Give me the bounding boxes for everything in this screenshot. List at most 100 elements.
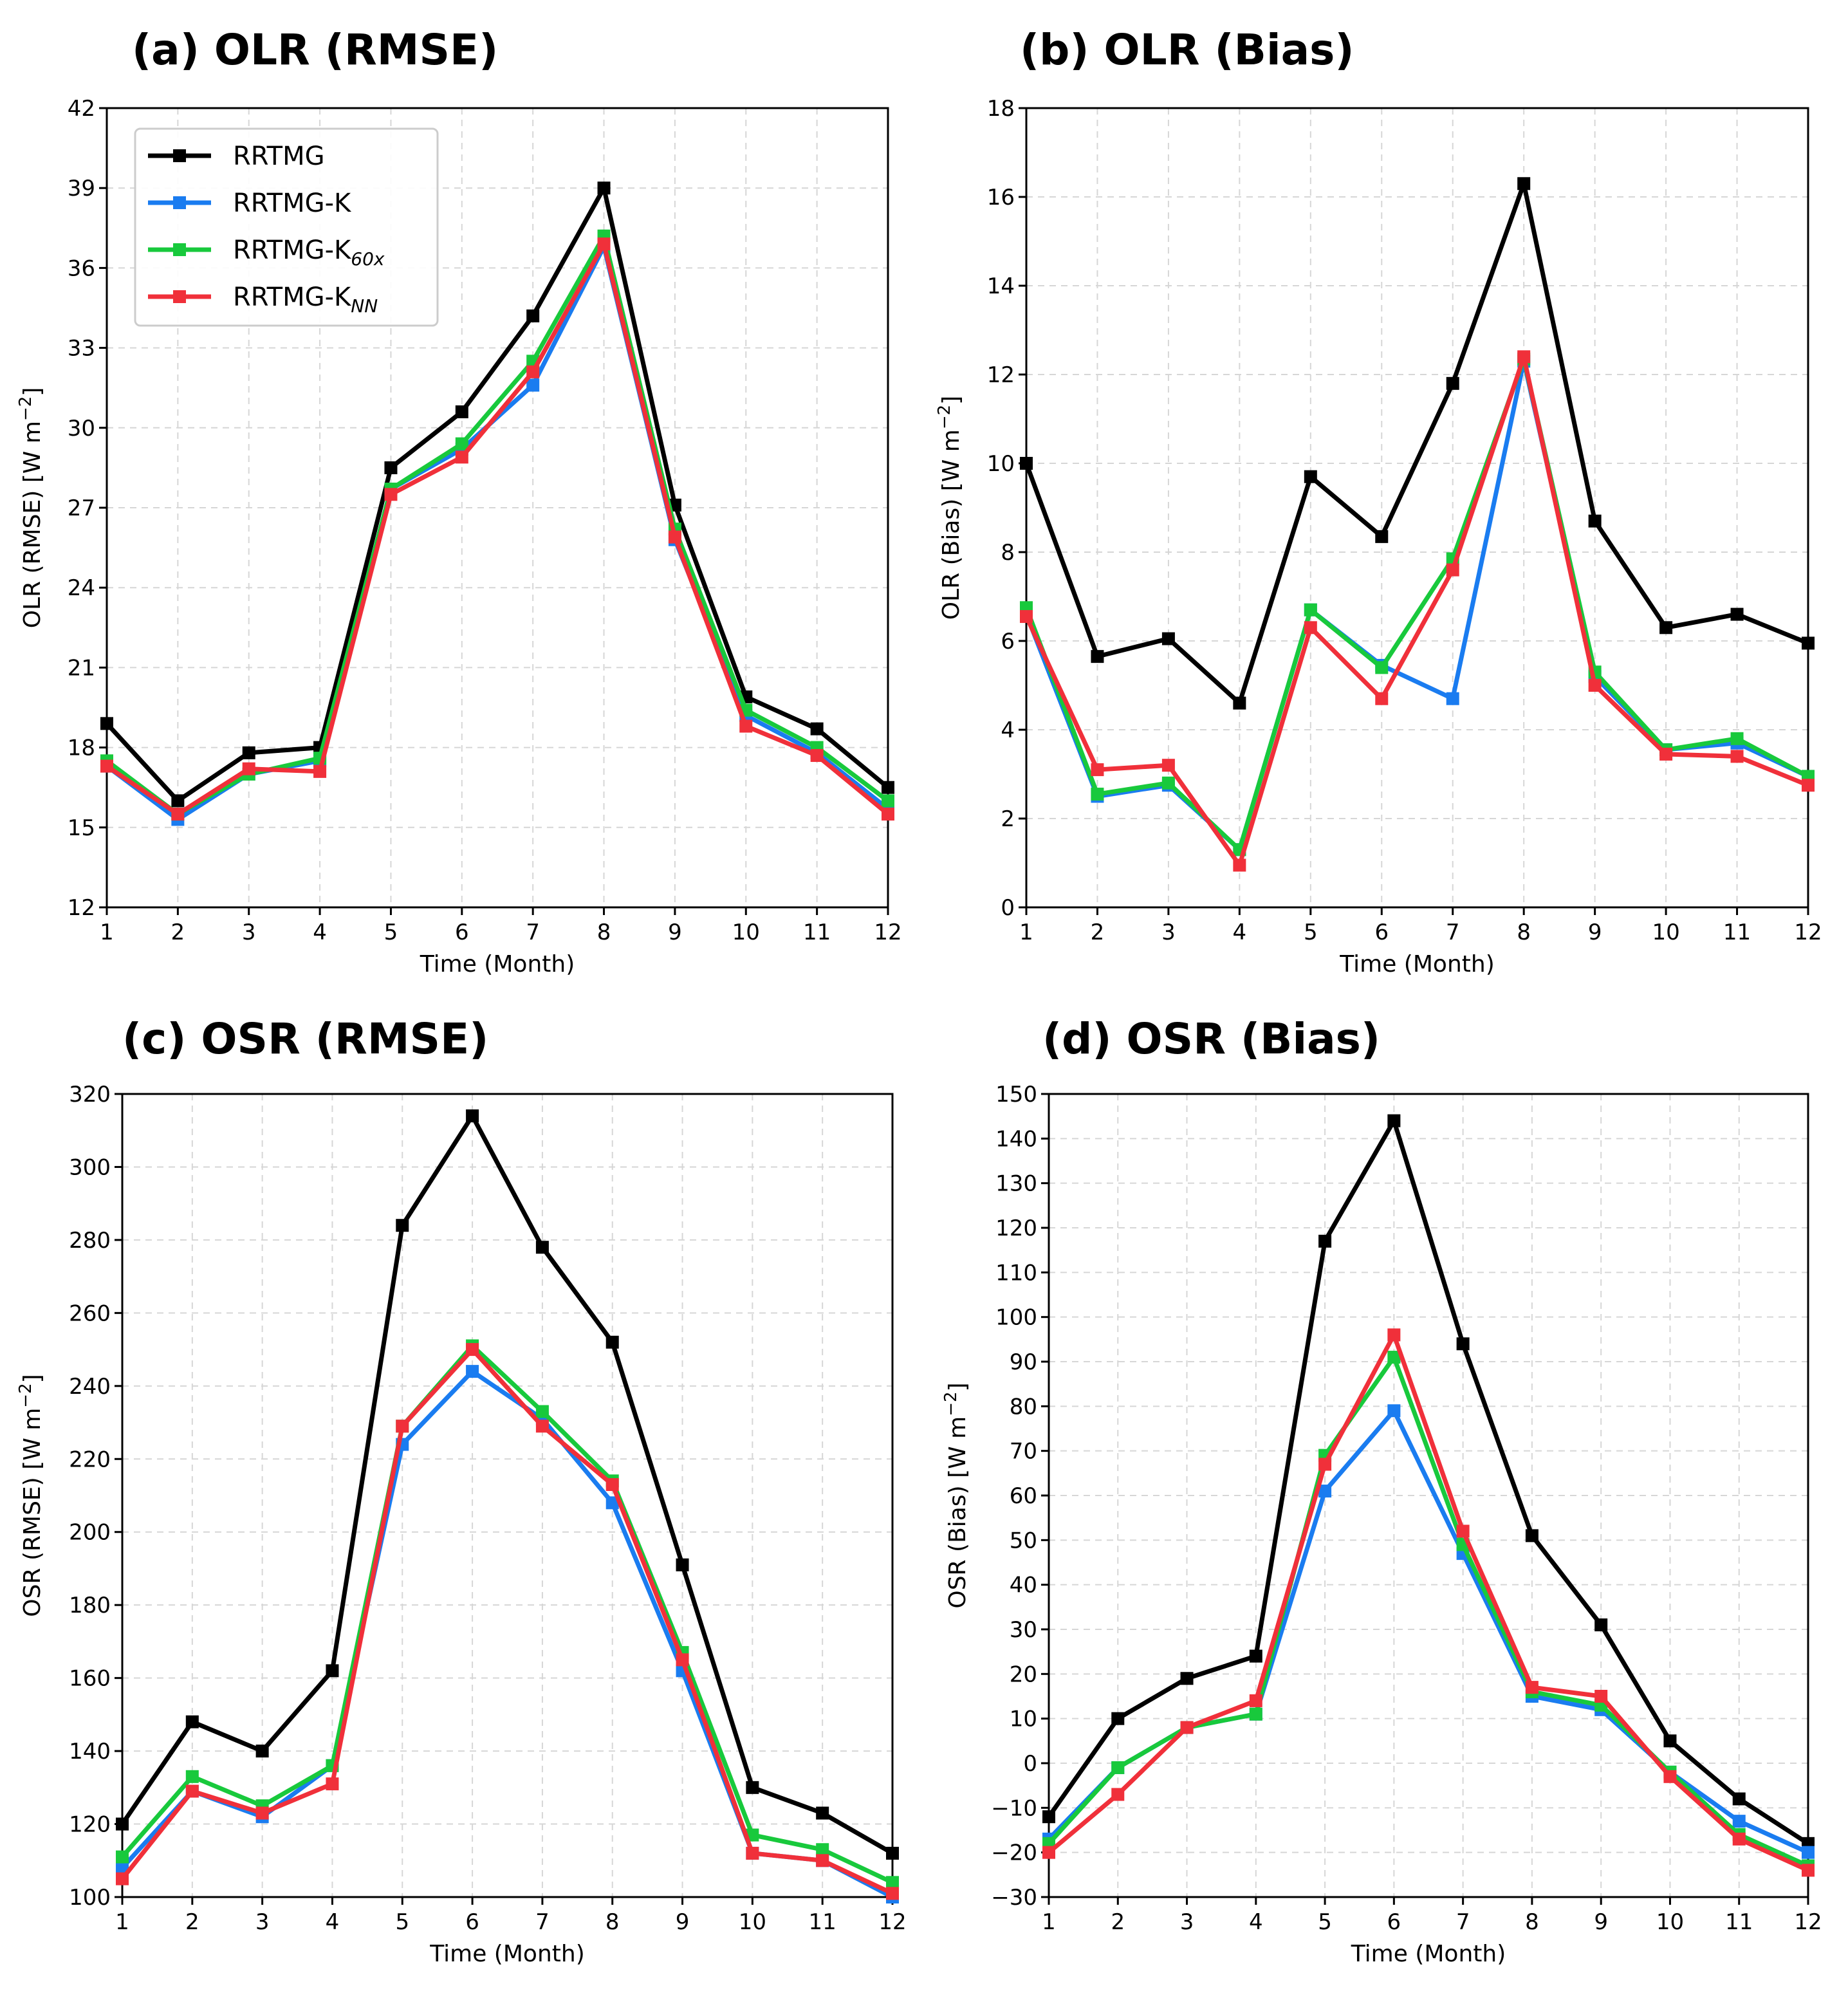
panel-1: (a) OLR (RMSE)1 2 3 4 5 6 7 8 9 10 11 1212151821242… xyxy=(16,25,902,977)
data-point xyxy=(1304,470,1317,483)
x-tick-label: 5 xyxy=(395,1909,409,1935)
data-point xyxy=(1233,858,1246,872)
legend-label: RRTMG-K xyxy=(233,189,352,218)
y-tick-label: 280 xyxy=(69,1228,111,1254)
y-tick-label: 30 xyxy=(1010,1617,1037,1643)
x-tick-label: 3 xyxy=(242,920,256,945)
panel-2: (b) OLR (Bias)1 2 3 4 5 6 7 8 9 10 11 1202468101214… xyxy=(935,25,1822,977)
data-point xyxy=(886,1887,899,1900)
data-point xyxy=(1111,1788,1125,1801)
y-tick-label: 20 xyxy=(1010,1662,1037,1687)
series-RRTMG-KNN xyxy=(1020,350,1815,872)
y-tick-label: 110 xyxy=(995,1260,1037,1286)
data-point xyxy=(1375,661,1389,674)
data-point xyxy=(326,1777,339,1791)
x-axis-label: Time (Month) xyxy=(1351,1941,1506,1967)
x-axis-label: Time (Month) xyxy=(420,951,575,977)
y-tick-label: 33 xyxy=(68,336,95,362)
data-point xyxy=(1387,1114,1401,1127)
legend-swatch-marker xyxy=(173,243,186,256)
data-point xyxy=(1161,632,1175,645)
series-RRTMG-K xyxy=(1042,1404,1815,1859)
y-tick-label: 260 xyxy=(69,1301,111,1326)
data-point xyxy=(597,181,611,195)
x-tick-label: 2 xyxy=(185,1909,199,1935)
data-point xyxy=(171,808,185,821)
x-tick-label: 12 xyxy=(878,1909,906,1935)
series-RRTMG-K xyxy=(116,1365,899,1903)
data-point xyxy=(1387,1404,1401,1418)
legend-label: RRTMG xyxy=(233,142,325,171)
y-tick-label: 4 xyxy=(1001,718,1015,743)
data-point xyxy=(1456,1337,1470,1351)
data-point xyxy=(242,762,255,775)
y-tick-label: 24 xyxy=(68,575,95,601)
x-tick-label: 8 xyxy=(1517,920,1531,945)
data-point xyxy=(668,530,681,544)
series-line xyxy=(105,185,890,803)
series-RRTMG xyxy=(1042,1114,1815,1850)
data-point xyxy=(396,1420,409,1433)
data-point xyxy=(1161,776,1175,790)
data-point xyxy=(1249,1649,1262,1663)
y-tick-label: 42 xyxy=(68,96,95,122)
panel-4: (d) OSR (Bias)1 2 3 4 5 6 7 8 9 10 11 12−30−20−1001… xyxy=(941,1014,1822,1967)
data-point xyxy=(185,1784,199,1798)
legend-swatch-marker xyxy=(173,290,186,303)
data-point xyxy=(886,1846,899,1860)
y-tick-label: 50 xyxy=(1010,1528,1037,1553)
x-tick-label: 8 xyxy=(1525,1909,1539,1935)
data-point xyxy=(384,488,398,501)
data-point xyxy=(1249,1694,1262,1707)
data-point xyxy=(100,717,113,730)
series-line xyxy=(1024,354,1809,867)
x-tick-label: 5 xyxy=(1318,1909,1332,1935)
x-tick-label: 9 xyxy=(676,1909,690,1935)
legend-swatch-marker xyxy=(173,149,186,162)
y-tick-label: 240 xyxy=(69,1374,111,1400)
data-point xyxy=(526,365,540,378)
x-tick-label: 2 xyxy=(1111,1909,1125,1935)
data-point xyxy=(1517,177,1531,190)
y-axis-label: OSR (RMSE) [W m−2] xyxy=(16,1374,46,1616)
y-tick-label: 140 xyxy=(69,1739,111,1764)
data-point xyxy=(255,1806,269,1820)
data-point xyxy=(676,1653,689,1667)
x-tick-label: 4 xyxy=(1233,920,1247,945)
data-point xyxy=(1659,621,1673,634)
y-tick-label: 39 xyxy=(68,176,95,201)
y-tick-label: 140 xyxy=(995,1126,1037,1152)
series-line xyxy=(120,1343,894,1885)
data-point xyxy=(1304,621,1317,634)
x-tick-label: 11 xyxy=(803,920,831,945)
x-tick-label: 6 xyxy=(465,1909,479,1935)
x-tick-label: 10 xyxy=(739,1909,766,1935)
y-tick-label: 220 xyxy=(69,1447,111,1472)
x-tick-label: 6 xyxy=(1374,920,1389,945)
y-tick-label: 2 xyxy=(1001,806,1015,832)
panel-3: (c) OSR (RMSE)1 2 3 4 5 6 7 8 9 10 11 1210012014016… xyxy=(16,1014,907,1967)
panel-title: (a) OLR (RMSE) xyxy=(132,25,498,75)
series-line xyxy=(120,1113,894,1855)
x-tick-label: 3 xyxy=(1180,1909,1194,1935)
series-line xyxy=(1047,1332,1809,1873)
x-tick-label: 4 xyxy=(1249,1909,1263,1935)
data-point xyxy=(1318,1234,1332,1248)
data-point xyxy=(597,237,611,251)
y-tick-label: 80 xyxy=(1010,1394,1037,1420)
x-tick-label: 11 xyxy=(1723,920,1751,945)
data-point xyxy=(535,1405,549,1418)
series-line xyxy=(1047,1408,1809,1855)
data-point xyxy=(1180,1721,1194,1734)
y-tick-label: 30 xyxy=(68,416,95,441)
series-line xyxy=(105,234,890,817)
x-tick-label: 2 xyxy=(171,920,185,945)
y-tick-label: 70 xyxy=(1010,1439,1037,1465)
axes-frame xyxy=(1025,107,1809,909)
data-point xyxy=(1180,1672,1194,1685)
y-tick-label: 10 xyxy=(987,451,1015,477)
legend: RRTMG RRTMG-K RRTMG-K60x RRTMG-KNN xyxy=(134,127,439,327)
data-point xyxy=(1802,779,1815,792)
x-tick-label: 7 xyxy=(535,1909,550,1935)
x-tick-label: 10 xyxy=(1652,920,1679,945)
